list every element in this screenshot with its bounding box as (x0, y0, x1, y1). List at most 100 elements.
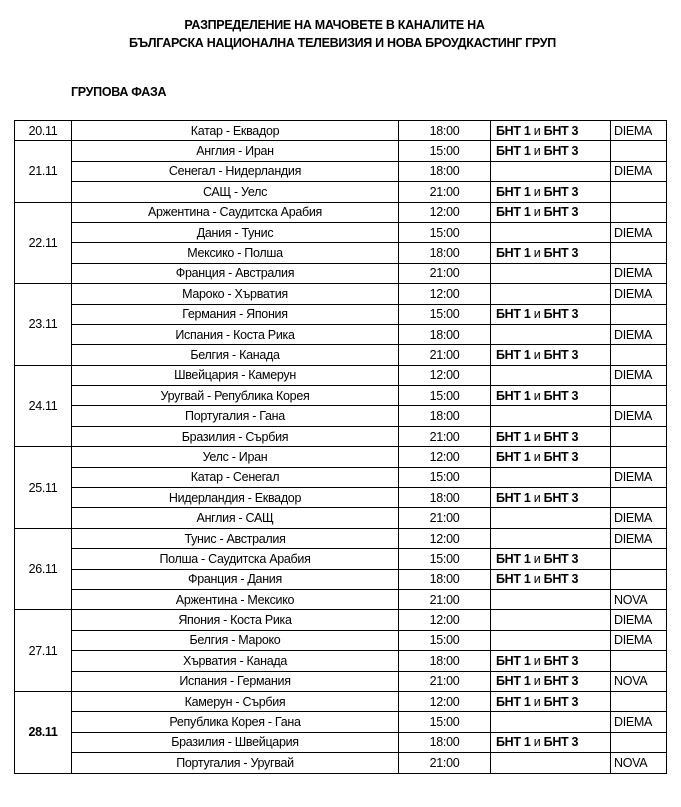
match-cell: Уелс - Иран (71, 446, 399, 468)
bnt1-label: БНТ 1 (496, 735, 531, 750)
match-cell: Англия - Иран (71, 140, 399, 162)
match-cell: Дания - Тунис (71, 221, 399, 244)
bnt3-label: БНТ 3 (543, 674, 579, 689)
bnt1-label: БНТ 1 (496, 653, 531, 668)
other-channel-cell: DIEMA (610, 527, 667, 550)
table-row: Полша - Саудитска Арабия 15:00 БНТ 1 и БНТ… (15, 548, 667, 570)
table-row: 21.11 Англия - Иран 15:00 БНТ 1 и БНТ 3 (14, 140, 667, 203)
other-channel-cell: DIEMA (610, 119, 667, 142)
bnt1-label: БНТ 1 (496, 674, 531, 689)
time-cell: 18:00 (398, 160, 491, 183)
match-cell: Португалия - Гана (71, 405, 399, 427)
match-cell: Катар - Сенегал (71, 466, 399, 489)
other-channel-cell: NOVA (610, 588, 667, 611)
other-channel-cell (610, 568, 667, 590)
bnt-channel-cell: БНТ 1 и БНТ 3 (490, 242, 611, 264)
time-cell: 12:00 (398, 609, 491, 631)
other-channel-cell: DIEMA (610, 405, 667, 427)
table-row: Аржентина - Мексико 21:00 NOVA (15, 588, 667, 611)
bnt-channel-cell: БНТ 1 и БНТ 3 (490, 201, 611, 223)
other-channel-cell (610, 181, 667, 203)
other-channel-cell (610, 650, 667, 672)
time-cell: 21:00 (398, 262, 491, 285)
time-cell: 15:00 (398, 629, 491, 652)
bnt1-label: БНТ 1 (496, 205, 531, 220)
time-cell: 12:00 (398, 446, 491, 468)
document-title-line-2: БЪЛГАРСКА НАЦИОНАЛНА ТЕЛЕВИЗИЯ И НОВА БР… (129, 36, 556, 50)
and-label: и (533, 572, 541, 587)
table-row: Белгия - Канада 21:00 БНТ 1 и БНТ 3 (15, 344, 667, 366)
other-channel-cell (610, 425, 667, 448)
time-cell: 15:00 (398, 466, 491, 489)
and-label: и (533, 123, 541, 138)
bnt-channel-cell (490, 221, 611, 244)
table-row: 24.11 Швейцария - Камерун 12:00 DIEMA (14, 364, 667, 448)
bnt3-label: БНТ 3 (543, 144, 579, 159)
and-label: и (533, 246, 541, 261)
match-cell: Тунис - Австралия (71, 527, 399, 550)
bnt1-label: БНТ 1 (496, 347, 531, 362)
other-channel-cell (610, 344, 667, 366)
time-cell: 12:00 (398, 201, 491, 223)
date-cell: 26.11 (14, 527, 72, 611)
time-cell: 21:00 (398, 507, 491, 529)
date-cell: 22.11 (14, 201, 72, 285)
bnt-channel-cell (490, 609, 611, 631)
bnt-channel-cell (490, 323, 611, 346)
bnt-channel-cell (490, 711, 611, 733)
time-cell: 18:00 (398, 568, 491, 590)
time-cell: 21:00 (398, 752, 491, 774)
time-cell: 18:00 (398, 487, 491, 509)
table-row: Испания - Германия 21:00 БНТ 1 и БНТ 3 NOVA (15, 670, 667, 692)
match-cell: Португалия - Уругвай (71, 752, 399, 774)
time-cell: 21:00 (398, 670, 491, 692)
other-channel-cell (610, 385, 667, 407)
table-row: Бразилия - Сърбия 21:00 БНТ 1 и БНТ 3 (15, 425, 667, 448)
bnt3-label: БНТ 3 (543, 449, 579, 464)
match-cell: Аржентина - Саудитска Арабия (71, 201, 399, 223)
bnt1-label: БНТ 1 (496, 184, 531, 199)
bnt3-label: БНТ 3 (543, 307, 579, 322)
bnt1-label: БНТ 1 (496, 449, 531, 464)
bnt-channel-cell: БНТ 1 и БНТ 3 (490, 731, 611, 754)
bnt1-label: БНТ 1 (496, 388, 531, 403)
table-row: Португалия - Уругвай 21:00 NOVA (15, 752, 667, 774)
match-cell: Република Корея - Гана (71, 711, 399, 733)
other-channel-cell: DIEMA (610, 262, 667, 285)
table-row: Испания - Коста Рика 18:00 DIEMA (15, 323, 667, 346)
table-row: Нидерландия - Еквадор 18:00 БНТ 1 и БНТ 3 (15, 487, 667, 509)
table-row: САЩ - Уелс 21:00 БНТ 1 и БНТ 3 (15, 181, 667, 203)
bnt1-label: БНТ 1 (496, 429, 531, 444)
bnt-channel-cell: БНТ 1 и БНТ 3 (490, 303, 611, 325)
bnt-channel-cell: БНТ 1 и БНТ 3 (490, 548, 611, 570)
time-cell: 12:00 (398, 364, 491, 387)
time-cell: 18:00 (398, 242, 491, 264)
table-row: Сенегал - Нидерландия 18:00 DIEMA (15, 160, 667, 183)
date-cell: 25.11 (14, 446, 72, 529)
bnt-channel-cell (490, 283, 611, 305)
bnt3-label: БНТ 3 (543, 653, 579, 668)
table-row: Португалия - Гана 18:00 DIEMA (15, 405, 667, 427)
time-cell: 18:00 (398, 650, 491, 672)
match-cell: Хърватия - Канада (71, 650, 399, 672)
bnt3-label: БНТ 3 (543, 551, 579, 566)
bnt-channel-cell (490, 364, 611, 387)
table-row: Англия - САЩ 21:00 DIEMA (15, 507, 667, 529)
and-label: и (533, 735, 541, 750)
match-cell: Испания - Германия (71, 670, 399, 692)
match-cell: Белгия - Канада (71, 344, 399, 366)
match-cell: Франция - Дания (71, 568, 399, 590)
bnt-channel-cell: БНТ 1 и БНТ 3 (490, 670, 611, 692)
other-channel-cell (610, 303, 667, 325)
time-cell: 18:00 (398, 731, 491, 754)
date-cell: 24.11 (14, 364, 72, 448)
table-row: Германия - Япония 15:00 БНТ 1 и БНТ 3 (15, 303, 667, 325)
bnt-channel-cell (490, 466, 611, 489)
time-cell: 18:00 (398, 405, 491, 427)
match-cell: Полша - Саудитска Арабия (71, 548, 399, 570)
bnt-channel-cell: БНТ 1 и БНТ 3 (490, 140, 611, 162)
and-label: и (533, 551, 541, 566)
table-row: Франция - Австралия 21:00 DIEMA (15, 262, 667, 285)
table-row: Бразилия - Швейцария 18:00 БНТ 1 и БНТ 3 (15, 731, 667, 754)
bnt3-label: БНТ 3 (543, 694, 579, 709)
